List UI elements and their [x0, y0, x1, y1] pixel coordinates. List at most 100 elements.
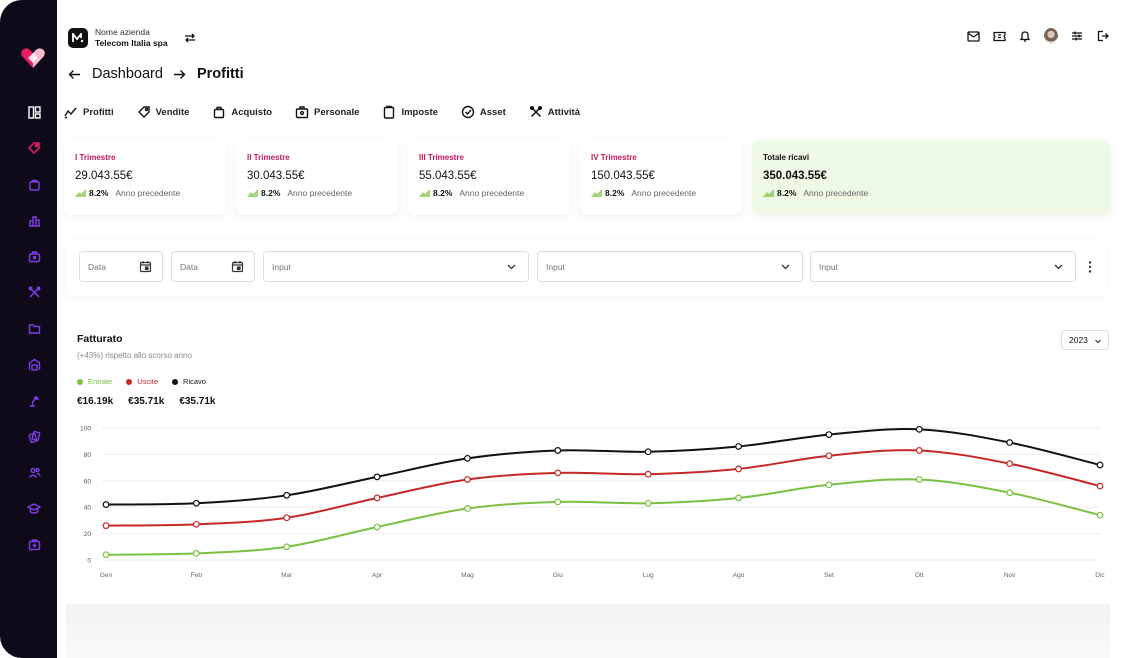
sidebar-item-files[interactable]: [26, 320, 42, 336]
sidebar-item-staff[interactable]: [26, 248, 42, 264]
sidebar-item-sales[interactable]: [26, 140, 42, 156]
delta-value: 8.2%: [605, 188, 625, 198]
company-label: Nome azienda: [95, 27, 150, 37]
series-totals: €16.19k €35.71k €35.71k: [77, 396, 215, 407]
bag-icon: [214, 106, 225, 119]
date-from-field[interactable]: Data: [79, 251, 163, 282]
select-placeholder: Input: [819, 261, 838, 272]
year-value: 2023: [1069, 335, 1088, 345]
legend-dot: [126, 378, 133, 385]
tab-vendite[interactable]: Vendite: [137, 105, 189, 119]
card-value: 150.043.55€: [591, 170, 655, 182]
data-point-ricavo: [825, 431, 833, 438]
check-circle-icon: [461, 105, 475, 119]
delta-value: 8.2%: [433, 188, 453, 198]
year-select[interactable]: 2023: [1061, 330, 1109, 350]
card-title: Totale ricavi: [763, 153, 810, 162]
mail-button[interactable]: [966, 29, 980, 43]
data-point-ricavo: [1096, 461, 1104, 469]
tab-personale[interactable]: Personale: [295, 105, 359, 119]
users-icon: [28, 467, 41, 478]
bell-icon: [1019, 30, 1031, 42]
legend-entrate[interactable]: Entrate: [77, 377, 112, 386]
sidebar: [0, 0, 57, 658]
legend-label: Uscite: [137, 377, 159, 386]
data-point-ricavo: [735, 443, 742, 450]
tag-icon: [27, 142, 40, 155]
kpi-card-q3: III Trimestre 55.043.55€ 8.2% Anno prece…: [408, 140, 570, 215]
sidebar-item-training[interactable]: [26, 500, 42, 516]
y-tick-label: 60: [84, 478, 92, 485]
folder-icon: [28, 323, 40, 334]
sidebar-item-health[interactable]: [26, 536, 42, 552]
tab-acquisto[interactable]: Acquisto: [212, 105, 272, 119]
breadcrumb-dashboard[interactable]: Dashboard: [92, 66, 163, 82]
data-point-uscite: [915, 447, 923, 454]
data-point-entrate: [915, 476, 923, 483]
medical-kit-icon: [28, 538, 40, 550]
sidebar-item-warehouse[interactable]: [26, 356, 42, 372]
mail-icon: [966, 30, 980, 42]
delta-value: 8.2%: [261, 188, 281, 198]
logout-icon: [1097, 30, 1109, 42]
arrow-right-icon: [173, 67, 187, 81]
sidebar-item-tools[interactable]: [26, 284, 42, 300]
growth-up-icon: [763, 189, 774, 197]
tab-profitti[interactable]: Profitti: [64, 105, 114, 119]
avatar: [1044, 28, 1058, 44]
select-input-1[interactable]: Input: [263, 251, 529, 282]
tab-label: Asset: [479, 106, 506, 118]
card-title: II Trimestre: [247, 153, 290, 162]
sliders-icon: [1072, 31, 1082, 41]
legend-ricavo[interactable]: Ricavo: [172, 377, 206, 386]
data-point-entrate: [102, 551, 110, 559]
x-tick-label: Ago: [733, 572, 745, 579]
chart-legend: Entrate Uscite Ricavo: [77, 377, 206, 386]
data-point-entrate: [192, 549, 200, 557]
delta-note: Anno precedente: [459, 188, 525, 198]
sidebar-item-reports[interactable]: [26, 212, 42, 228]
data-point-ricavo: [102, 501, 110, 508]
legend-uscite[interactable]: Uscite: [126, 377, 158, 386]
calendar-icon: [231, 261, 244, 273]
select-input-3[interactable]: Input: [810, 251, 1076, 282]
tab-imposte[interactable]: Imposte: [382, 105, 438, 119]
clipboard-icon: [384, 105, 395, 119]
card-value: 55.043.55€: [419, 170, 477, 182]
bottom-panel: [66, 604, 1110, 658]
data-point-entrate: [283, 543, 291, 551]
more-options-icon[interactable]: [1086, 260, 1094, 274]
logout-button[interactable]: [1096, 29, 1110, 43]
data-point-uscite: [735, 465, 742, 473]
card-delta: 8.2% Anno precedente: [763, 188, 1110, 198]
data-point-entrate: [554, 498, 562, 506]
sidebar-item-dashboard[interactable]: [26, 104, 42, 120]
settings-button[interactable]: [1070, 29, 1084, 43]
line-chart: 0 20 40 60 80 100 Gen Feb Mar Apr Mag Giu Lug Ago Set O…: [80, 426, 1105, 580]
card-value: 30.043.55€: [247, 170, 305, 182]
swap-icon[interactable]: [183, 31, 197, 45]
select-input-2[interactable]: Input: [537, 251, 803, 282]
user-avatar-button[interactable]: [1044, 28, 1058, 44]
kpi-card-q2: II Trimestre 30.043.55€ 8.2% Anno preced…: [236, 140, 398, 215]
card-delta: 8.2% Anno precedente: [419, 188, 570, 198]
tab-asset[interactable]: Asset: [461, 105, 506, 119]
card-title: IV Trimestre: [591, 153, 637, 162]
notifications-button[interactable]: [1018, 29, 1032, 43]
back-arrow-icon[interactable]: [68, 67, 82, 81]
sidebar-item-machinery[interactable]: [26, 392, 42, 408]
sidebar-item-cards[interactable]: [26, 428, 42, 444]
company-selector[interactable]: Nome azienda Telecom Italia spa: [68, 27, 197, 49]
tab-attivita[interactable]: Attività: [529, 105, 580, 119]
kpi-card-q1: I Trimestre 29.043.55€ 8.2% Anno precede…: [64, 140, 226, 215]
card-value: 350.043.55€: [763, 170, 827, 182]
ticket-button[interactable]: [992, 29, 1006, 43]
tab-label: Acquisto: [231, 106, 273, 118]
legend-dot: [172, 378, 179, 385]
date-to-field[interactable]: Data: [171, 251, 255, 282]
brand-logo-icon: [21, 48, 45, 68]
x-tick-label: Set: [824, 572, 834, 579]
data-point-ricavo: [464, 454, 471, 462]
sidebar-item-purchase[interactable]: [26, 176, 42, 192]
sidebar-item-users[interactable]: [26, 464, 42, 480]
